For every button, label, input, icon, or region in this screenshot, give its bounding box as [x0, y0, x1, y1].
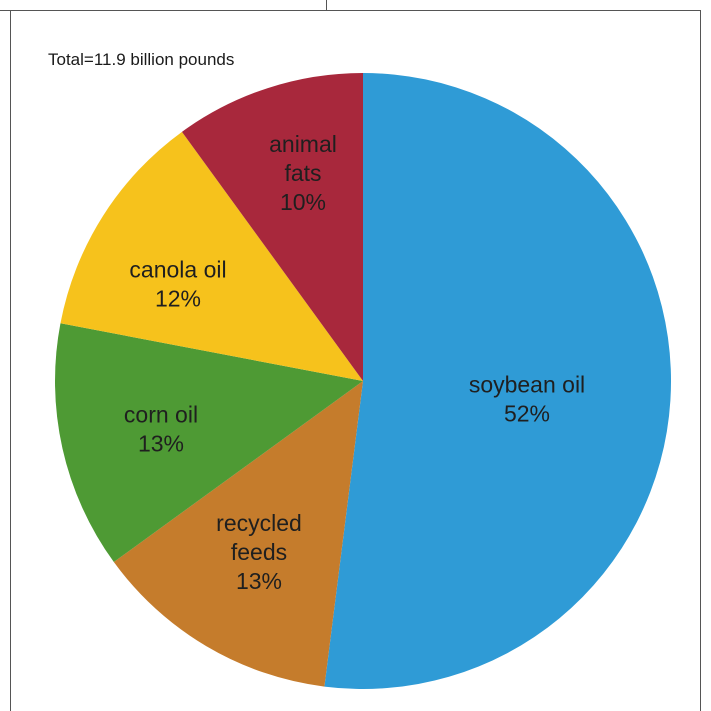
slice-label-recycled-feeds: recycled feeds 13% — [216, 510, 302, 594]
slice-label-corn-oil: corn oil 13% — [124, 402, 198, 457]
slice-label-animal-fats: animal fats 10% — [269, 131, 337, 215]
slice-label-line: fats — [284, 160, 321, 186]
slice-label-line: 12% — [155, 286, 201, 312]
frame-border-left — [10, 10, 11, 711]
frame-border-top-left — [0, 10, 326, 11]
pie-slice-animal-fats — [181, 72, 363, 381]
pie-labels: soybean oil 52% recycled feeds 13% corn oil 13… — [124, 131, 585, 594]
frame-border-top-right — [326, 10, 701, 11]
frame-notch — [326, 0, 327, 10]
pie-slice-recycled-feeds — [113, 381, 363, 687]
slice-label-line: corn oil — [124, 402, 198, 428]
slice-label-line: 13% — [236, 568, 282, 594]
slice-label-line: animal — [269, 131, 337, 157]
slice-label-line: feeds — [231, 539, 287, 565]
slice-label-soybean-oil: soybean oil 52% — [469, 372, 585, 427]
pie-slice-canola-oil — [60, 131, 364, 381]
chart-title: Total=11.9 billion pounds — [48, 50, 235, 69]
slice-label-line: 52% — [504, 401, 550, 427]
slice-label-line: recycled — [216, 510, 302, 536]
slice-label-line: soybean oil — [469, 372, 585, 398]
pie-slice-soybean-oil — [324, 73, 672, 690]
pie-slice-corn-oil — [55, 323, 364, 563]
slice-label-line: 10% — [280, 189, 326, 215]
slice-label-canola-oil: canola oil 12% — [129, 257, 226, 312]
slice-label-line: 13% — [138, 431, 184, 457]
frame-border-right — [700, 10, 701, 711]
pie-slices — [55, 72, 672, 690]
slice-label-line: canola oil — [129, 257, 226, 283]
